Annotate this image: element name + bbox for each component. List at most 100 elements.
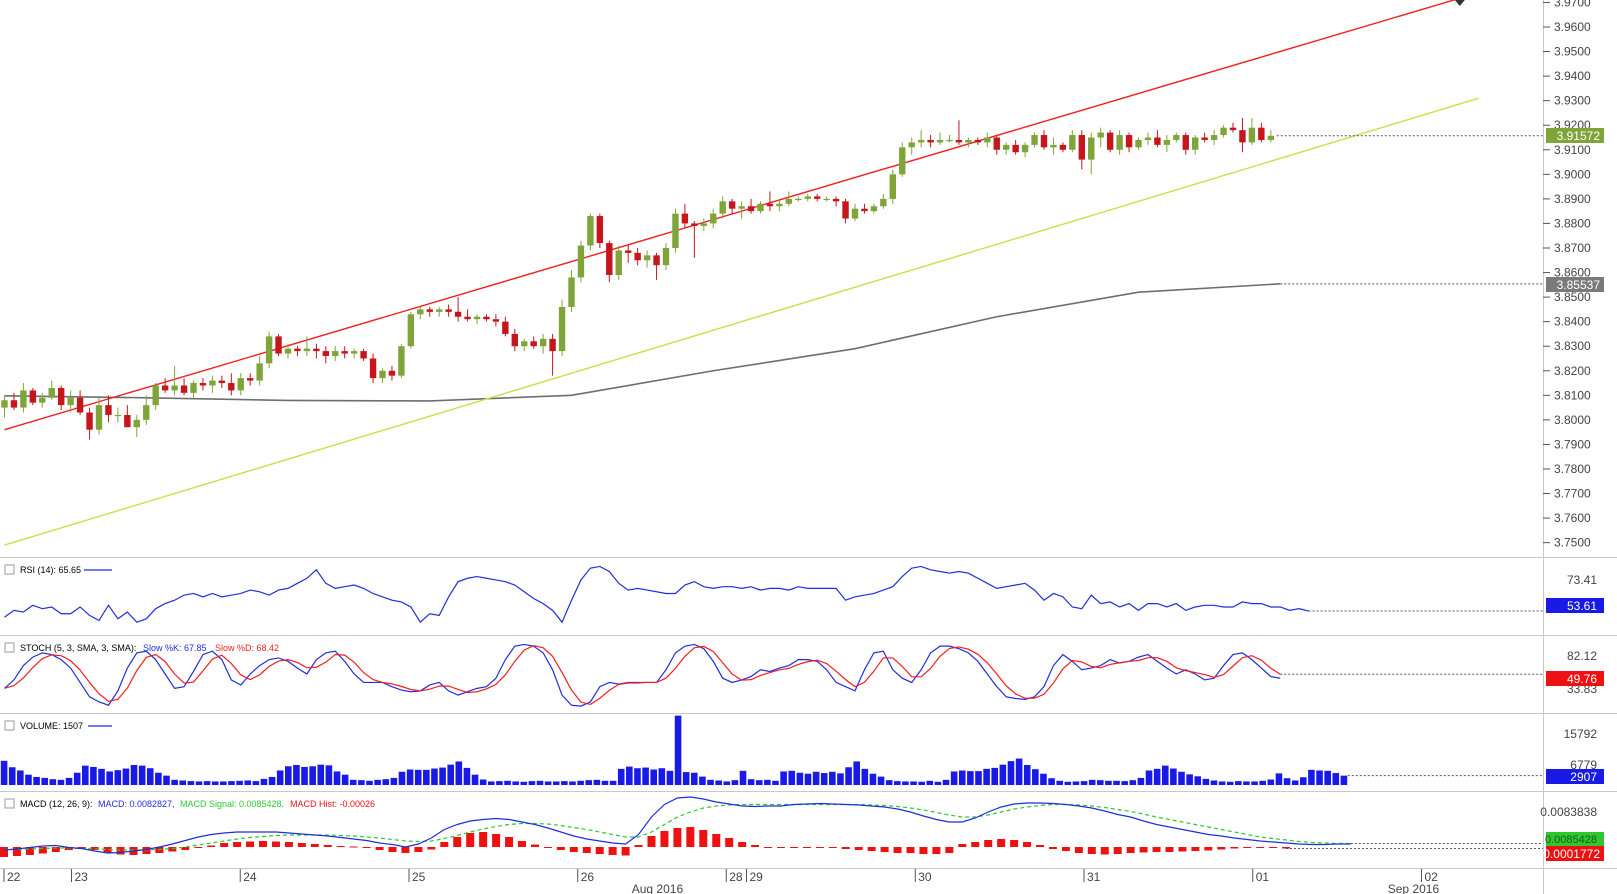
price-tick-label: 3.9000 xyxy=(1554,167,1591,181)
volume-bar xyxy=(707,779,714,785)
macd-hist-bar xyxy=(647,836,656,847)
macd-hist-bar xyxy=(997,839,1006,847)
volume-bar xyxy=(1072,781,1080,785)
volume-bar xyxy=(1235,781,1242,785)
macd-hist-bar xyxy=(388,847,397,852)
stoch-k-series xyxy=(4,643,1281,707)
volume-bar xyxy=(544,781,552,785)
price-tick-label: 3.8100 xyxy=(1554,388,1591,402)
candle-body xyxy=(322,351,329,357)
volume-bar xyxy=(163,775,170,785)
volume-bar xyxy=(585,780,593,785)
volume-last-badge xyxy=(1546,769,1604,784)
price-tick-label: 3.9500 xyxy=(1554,45,1591,59)
volume-bar xyxy=(1048,778,1055,785)
volume-bar xyxy=(967,771,974,785)
macd-hist-bar xyxy=(543,847,552,848)
candle-body xyxy=(228,383,235,391)
price-tick-label: 3.7900 xyxy=(1554,437,1591,451)
macd-hist-bar xyxy=(1113,847,1122,854)
stoch-axis-label-high: 82.12 xyxy=(1567,649,1597,663)
candle-body xyxy=(1059,144,1067,150)
price-markers: 3.91572 3.85537 xyxy=(1546,128,1604,292)
volume-bar xyxy=(82,765,89,785)
volume-bar xyxy=(1324,770,1331,785)
candle-body xyxy=(861,208,868,212)
stoch-last-label: 49.76 xyxy=(1567,672,1597,686)
volume-bar xyxy=(1316,770,1323,785)
price-tick-label: 3.7800 xyxy=(1554,462,1591,476)
macd-hist-bar xyxy=(284,842,293,847)
sma-value-badge xyxy=(1546,277,1604,292)
rsi-series xyxy=(4,565,1309,624)
macd-hist-bar xyxy=(12,847,21,856)
volume-bar xyxy=(301,766,308,785)
macd-hist-bar xyxy=(1152,847,1161,852)
volume-bar xyxy=(772,780,779,785)
volume-bar xyxy=(471,774,479,785)
macd-hist-bar xyxy=(556,847,565,850)
volume-bar xyxy=(358,780,365,785)
candle-body xyxy=(511,333,518,347)
volume-bar xyxy=(885,780,893,785)
rsi-legend-label: RSI (14): 65.65 xyxy=(20,565,81,575)
macd-hist-bar xyxy=(401,847,410,853)
volume-bar xyxy=(252,781,260,785)
candle-body xyxy=(728,201,736,209)
candle-body xyxy=(662,247,670,266)
candle-body xyxy=(823,198,830,201)
volume-bar xyxy=(8,767,16,785)
volume-bar xyxy=(731,780,739,785)
volume-bar xyxy=(1308,769,1315,785)
day-label: 31 xyxy=(1087,870,1101,884)
volume-bar xyxy=(17,770,24,785)
macd-axis-label: 0.0083838 xyxy=(1540,805,1597,819)
macd-hist-bar xyxy=(259,841,267,847)
volume-axis-label-high: 15792 xyxy=(1564,727,1598,741)
macd-hist-bar xyxy=(686,827,695,847)
volume-bar xyxy=(942,779,950,785)
macd-hist-bar xyxy=(349,846,358,848)
macd-hist-bar xyxy=(634,845,643,847)
candle-body xyxy=(785,198,793,204)
volume-bar xyxy=(49,779,57,785)
candle-body xyxy=(634,252,641,261)
candle-body xyxy=(388,370,396,376)
volume-bar xyxy=(593,779,601,785)
macd-hist-bar xyxy=(854,847,863,850)
rsi-last-label: 53.61 xyxy=(1567,599,1597,613)
macd-hist-bar xyxy=(427,847,436,850)
volume-bar xyxy=(414,769,422,785)
volume-bar xyxy=(1194,776,1202,785)
volume-bar xyxy=(398,771,406,785)
candle-body xyxy=(1173,135,1180,140)
candle-body xyxy=(1116,135,1123,150)
month-label: Sep 2016 xyxy=(1388,882,1440,894)
day-label: 29 xyxy=(750,870,764,884)
volume-bar xyxy=(528,781,536,785)
volume-bar xyxy=(73,772,81,785)
candle-body xyxy=(1210,135,1218,140)
macd-hist-bar xyxy=(1191,847,1200,851)
volume-bar xyxy=(1243,781,1250,785)
volume-bar xyxy=(536,780,544,785)
macd-hist-bar xyxy=(984,840,993,847)
volume-bar xyxy=(130,764,138,785)
candle-body xyxy=(502,321,509,334)
macd-hist-bar xyxy=(310,844,319,847)
volume-bar xyxy=(950,771,958,785)
volume-bar xyxy=(1161,765,1169,785)
day-label: 30 xyxy=(918,870,932,884)
volume-bar xyxy=(691,772,698,785)
volume-bar xyxy=(1015,758,1023,785)
volume-bar xyxy=(609,780,617,785)
volume-bar xyxy=(902,781,909,785)
volume-bar xyxy=(812,771,820,785)
candle-body xyxy=(1069,135,1076,150)
candle-body xyxy=(1144,137,1152,140)
macd-hist-bar xyxy=(233,842,242,847)
volume-bar xyxy=(601,780,609,785)
candle-body xyxy=(1106,132,1114,150)
macd-hist-bar xyxy=(518,841,526,847)
macd-hist-bar xyxy=(777,847,785,848)
